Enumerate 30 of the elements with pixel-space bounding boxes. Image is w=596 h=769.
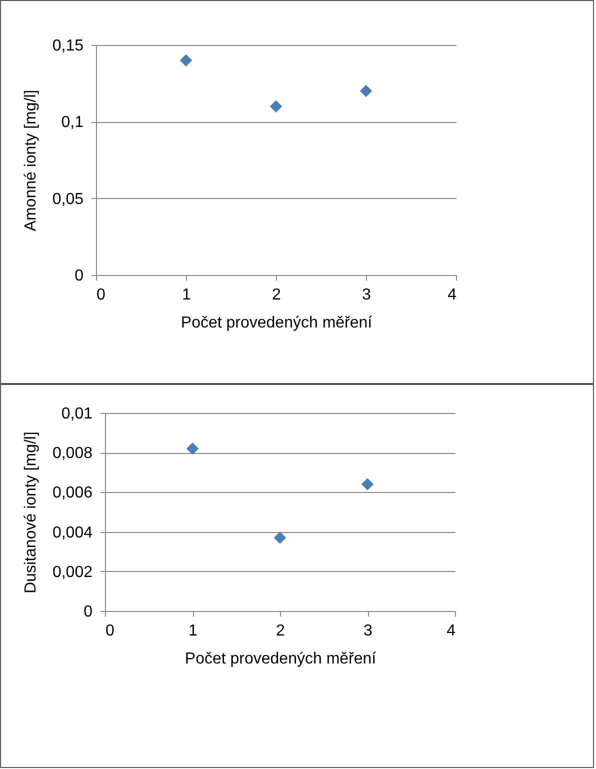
y-tick-label: 0,008 [52,445,93,462]
y-tick-label: 0,004 [52,524,93,542]
y-tick-label: 0,15 [52,38,84,54]
x-tick-label: 2 [276,622,286,640]
y-tick-label: 0,1 [61,114,84,132]
y-tick-label: 0,002 [52,564,93,581]
y-tick-label: 0,05 [52,190,84,208]
x-tick-label: 4 [446,622,456,640]
x-tick-label: 0 [106,622,114,640]
y-tick-label: 0,006 [52,484,93,502]
point [274,532,286,544]
point [180,54,192,66]
y-tick-label: 0 [84,604,93,620]
y-axis-title: Dusitanové ionty [mg/l] [22,432,40,594]
x-tick-label: 1 [182,286,192,304]
x-tick-label: 4 [448,286,457,304]
point [186,442,199,455]
y-tick-label: 0,01 [61,406,93,422]
x-tick-label: 3 [362,286,372,304]
x-axis-title: Počet provedených měření [180,314,373,332]
y-axis-title: Amonné ionty [mg/l] [22,90,40,232]
point [360,84,372,98]
point [270,100,282,112]
x-tick-label: 0 [96,286,106,304]
x-tick-label: 3 [364,622,373,640]
x-tick-label: 1 [188,622,198,640]
x-axis-title: Počet provedených měření [184,650,377,668]
point [361,478,374,490]
y-tick-label: 0 [74,268,84,284]
x-tick-label: 2 [272,286,282,304]
